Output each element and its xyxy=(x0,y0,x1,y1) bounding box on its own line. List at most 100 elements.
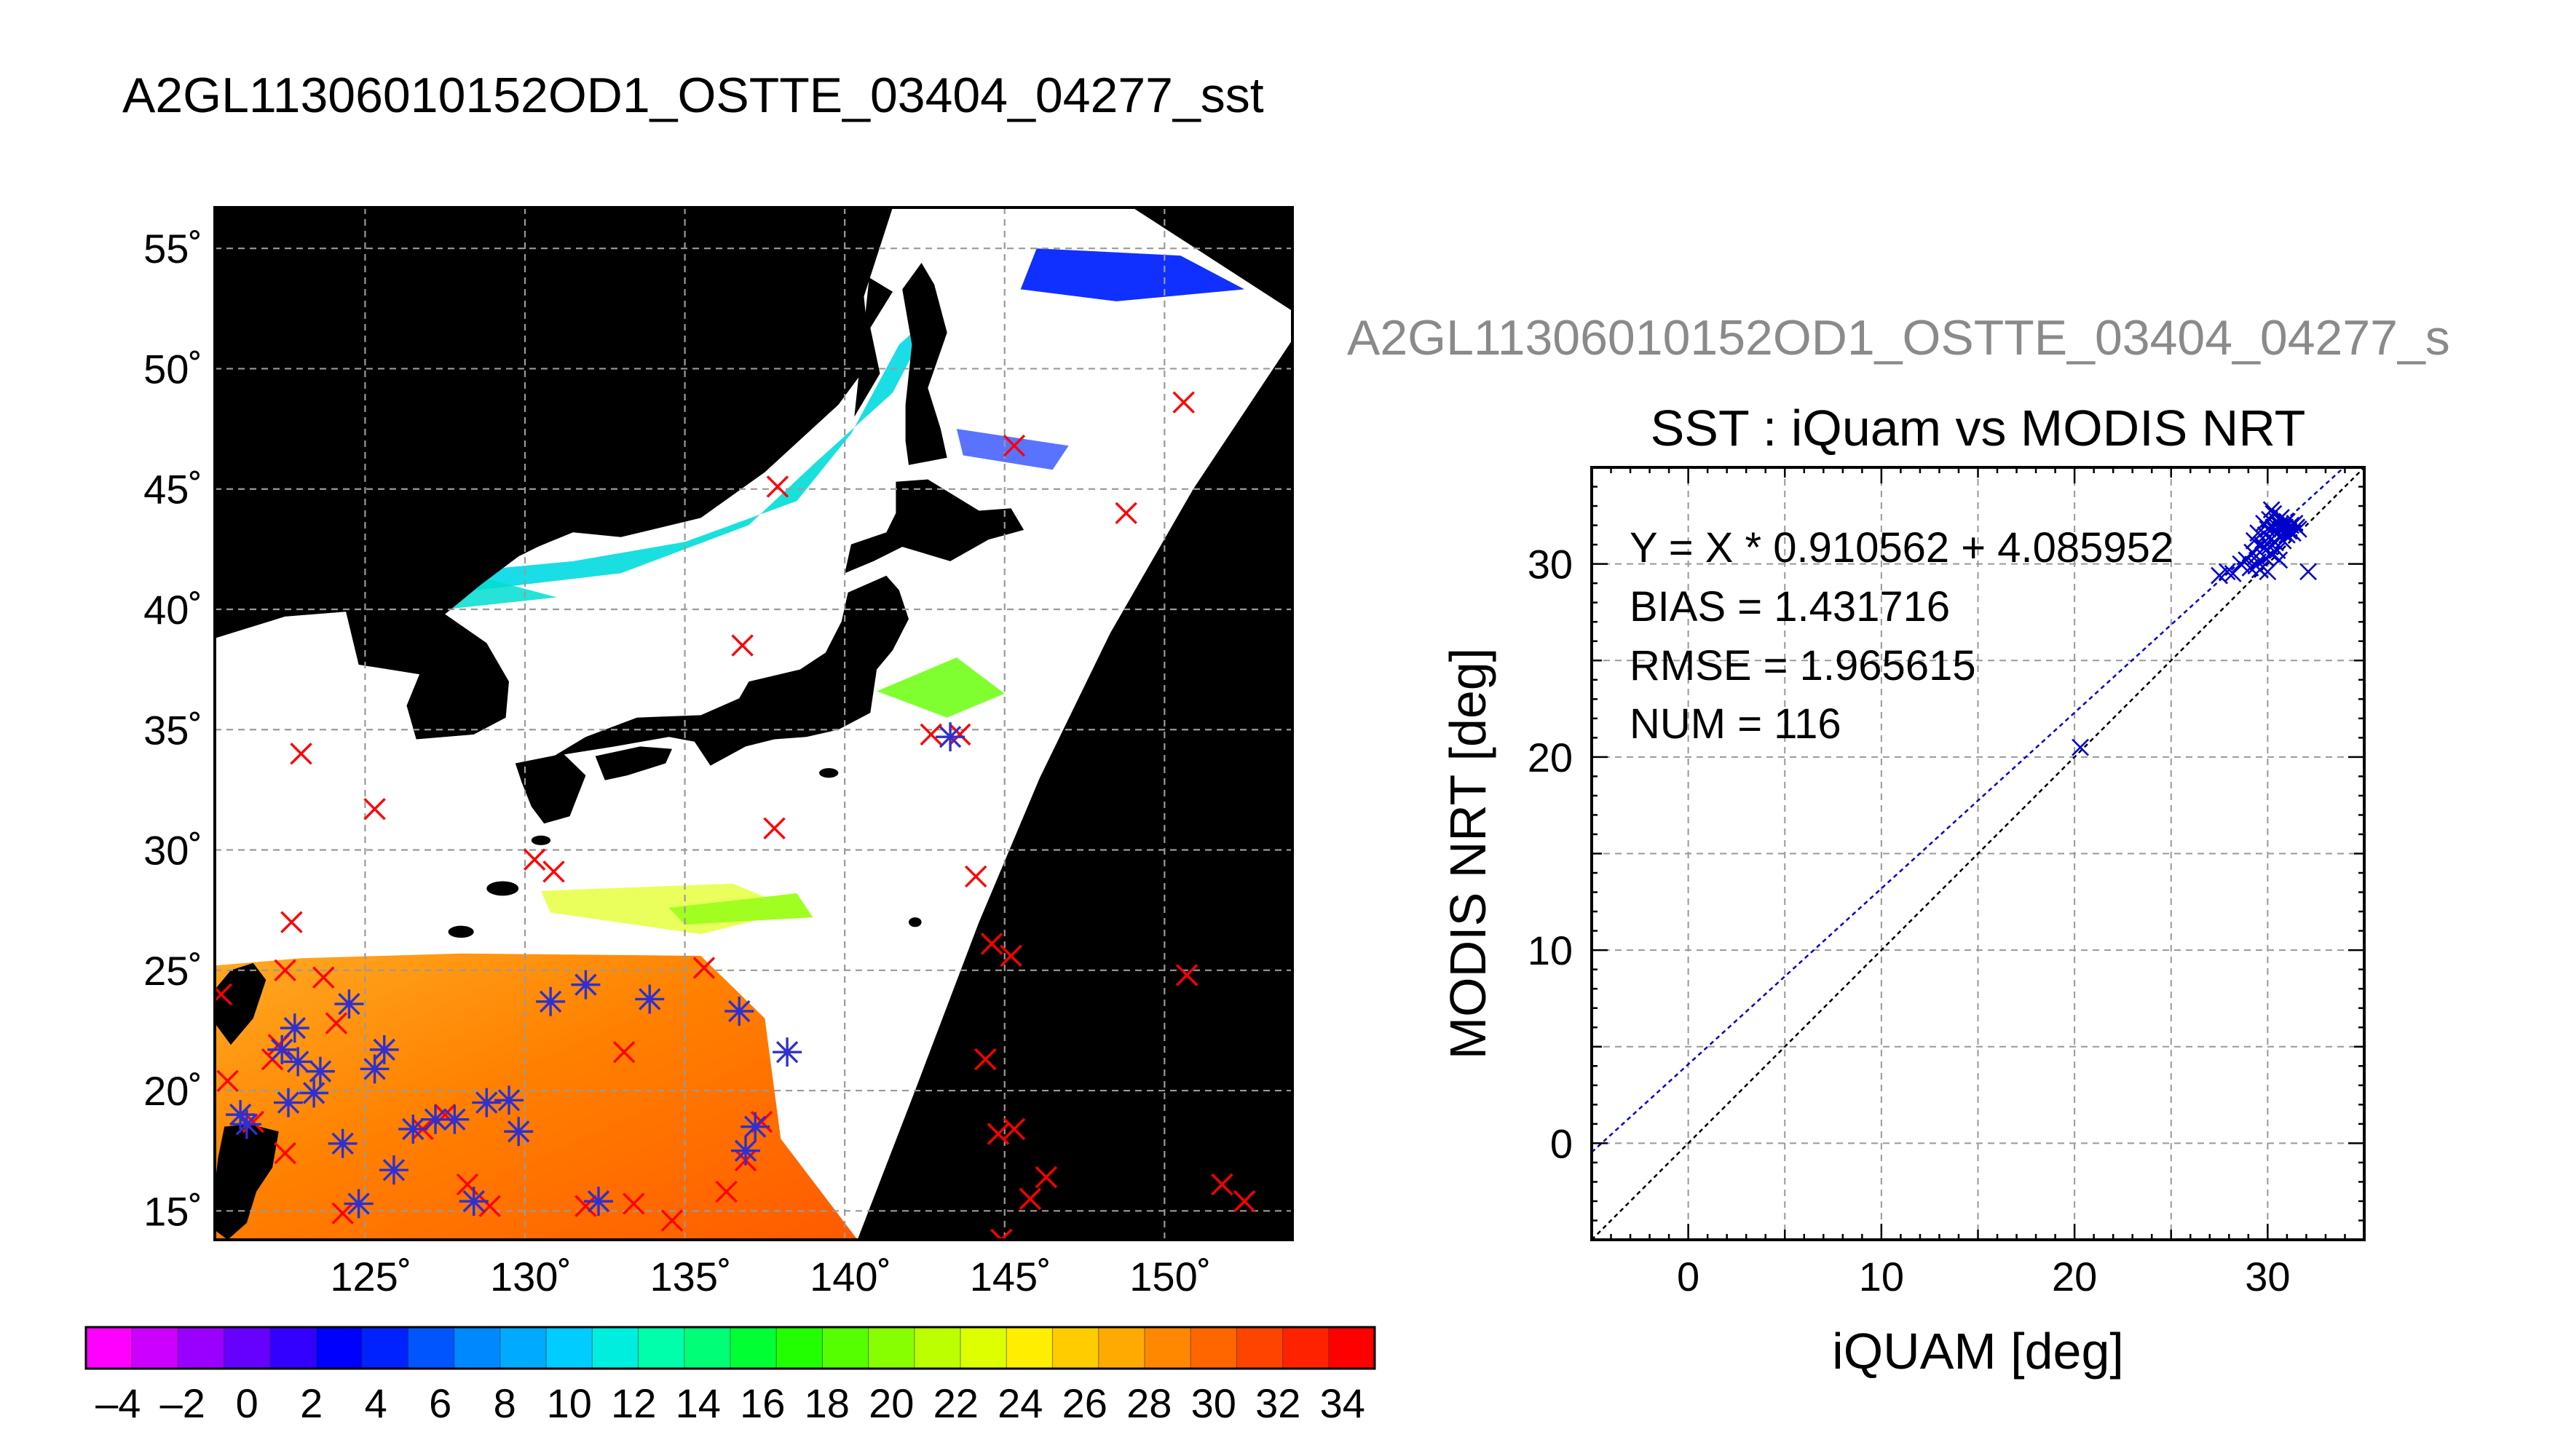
map-lon-tick-label: 135˚ xyxy=(650,1254,732,1299)
x-tick-label: 30 xyxy=(2245,1254,2290,1299)
identity-line xyxy=(1592,467,2364,1240)
validation-point-red xyxy=(1019,1187,1042,1211)
stats-annotation: RMSE = 1.965615 xyxy=(1630,642,1976,689)
validation-point-blue xyxy=(741,1112,770,1142)
colorbar-tick-label: 30 xyxy=(1191,1380,1236,1426)
validation-point-red xyxy=(1211,1173,1233,1196)
stats-annotation: NUM = 116 xyxy=(1630,700,1841,748)
validation-point-blue xyxy=(773,1037,802,1067)
map-lat-tick-label: 40˚ xyxy=(143,587,202,633)
validation-point-red xyxy=(331,1202,354,1224)
scatter-point xyxy=(2224,564,2242,582)
colorbar-cell xyxy=(546,1327,593,1369)
validation-point-blue xyxy=(731,1136,761,1166)
colorbar-cell xyxy=(499,1327,547,1369)
validation-point-blue xyxy=(421,1104,451,1134)
validation-point-red xyxy=(974,1048,997,1071)
land-sakhalin xyxy=(902,263,947,465)
stats-annotation: BIAS = 1.431716 xyxy=(1630,583,1950,630)
colorbar-tick-label: 18 xyxy=(805,1380,850,1426)
land-island-2 xyxy=(531,835,551,845)
validation-point-red xyxy=(1115,502,1137,524)
colorbar-cell xyxy=(822,1327,869,1369)
colorbar-tick-label: 22 xyxy=(933,1380,979,1426)
validation-point-red xyxy=(1003,435,1026,457)
colorbar-tick-label: 4 xyxy=(365,1380,387,1426)
colorbar-cell xyxy=(454,1327,501,1369)
colorbar-cell xyxy=(684,1327,731,1369)
y-tick-label: 0 xyxy=(1550,1120,1573,1166)
colorbar-cell xyxy=(1190,1327,1237,1369)
colorbar-cell xyxy=(776,1327,824,1369)
scatter-plot: SST : iQuam vs MODIS NRT 0 10 20 30 0 10 20 30 iQ… xyxy=(1440,400,2366,1380)
validation-point-red xyxy=(1233,1190,1256,1213)
scatter-point xyxy=(2072,738,2089,756)
x-axis-label: iQUAM [deg] xyxy=(1832,1323,2124,1380)
validation-point-blue xyxy=(267,1034,297,1064)
map-lat-tick-label: 50˚ xyxy=(143,346,202,392)
scatter-point xyxy=(2218,563,2236,581)
map-plot-area xyxy=(215,207,1292,1240)
colorbar-tick-label: 24 xyxy=(998,1380,1043,1426)
colorbar-tick-label: –4 xyxy=(95,1380,141,1426)
land-island-0 xyxy=(486,881,519,896)
colorbar-cell xyxy=(86,1327,133,1369)
validation-point-red xyxy=(478,1195,501,1217)
validation-point-blue xyxy=(536,986,566,1016)
validation-point-blue xyxy=(344,1189,374,1219)
colorbar-tick-label: 8 xyxy=(494,1380,516,1426)
colorbar-tick-label: 2 xyxy=(300,1380,323,1426)
validation-point-red xyxy=(715,1180,738,1203)
colorbar-cell xyxy=(868,1327,915,1369)
validation-point-blue xyxy=(283,1047,313,1077)
validation-point-blue xyxy=(398,1114,428,1144)
validation-point-red xyxy=(363,798,386,820)
validation-point-red xyxy=(980,933,1003,955)
y-tick-label: 30 xyxy=(1528,542,1573,587)
colorbar-cell xyxy=(408,1327,455,1369)
validation-point-red xyxy=(763,817,786,839)
scatter-point xyxy=(2278,526,2296,544)
validation-point-blue xyxy=(379,1155,408,1185)
sst-warm-region xyxy=(215,953,858,1240)
y-axis-label: MODIS NRT [deg] xyxy=(1440,648,1496,1059)
validation-point-red xyxy=(612,1040,636,1064)
validation-point-red xyxy=(1003,1117,1026,1141)
map-grid xyxy=(215,207,1292,1240)
map-lon-tick-label: 145˚ xyxy=(970,1254,1051,1299)
x-tick-label: 20 xyxy=(2052,1254,2097,1299)
validation-point-red xyxy=(766,475,789,498)
validation-point-blue xyxy=(274,1088,304,1117)
scatter-title: A2GL11306010152OD1_OSTTE_03404_04277_s xyxy=(1347,310,2450,365)
colorbar-cell xyxy=(730,1327,777,1369)
stats-annotation: Y = X * 0.910562 + 4.085952 xyxy=(1630,524,2173,571)
land-hokkaido xyxy=(845,479,1024,574)
colorbar-cell xyxy=(592,1327,639,1369)
colorbar-cell xyxy=(1006,1327,1054,1369)
colorbar-tick-label: 26 xyxy=(1062,1380,1107,1426)
map-lon-tick-label: 130˚ xyxy=(490,1254,572,1299)
validation-point-blue xyxy=(360,1054,390,1084)
validation-point-blue xyxy=(232,1109,261,1139)
scatter-point xyxy=(2270,551,2289,569)
map-lat-tick-label: 35˚ xyxy=(143,707,202,753)
validation-point-blue xyxy=(494,1085,524,1115)
validation-point-red xyxy=(692,957,716,979)
validation-point-red xyxy=(274,959,296,982)
validation-point-red xyxy=(542,860,565,883)
validation-point-blue xyxy=(584,1187,614,1216)
validation-point-red xyxy=(987,1123,1010,1145)
colorbar-cell xyxy=(914,1327,961,1369)
validation-point-red xyxy=(731,634,754,657)
validation-point-red xyxy=(920,723,942,746)
validation-point-red xyxy=(1000,944,1022,968)
validation-point-blue xyxy=(226,1100,256,1130)
map-lat-tick-label: 25˚ xyxy=(143,948,202,994)
land-island-4 xyxy=(908,917,922,927)
validation-point-red xyxy=(660,1209,684,1232)
colorbar-frame xyxy=(84,1326,1376,1370)
map-lon-tick-label: 125˚ xyxy=(330,1254,411,1299)
validation-point-blue xyxy=(280,1013,309,1043)
colorbar-cell xyxy=(1144,1327,1191,1369)
sst-map: 125˚ 130˚ 135˚ 140˚ 145˚ 150˚ 55˚ 50˚ 45˚ 40˚ 35˚ 3… xyxy=(84,206,1376,1426)
